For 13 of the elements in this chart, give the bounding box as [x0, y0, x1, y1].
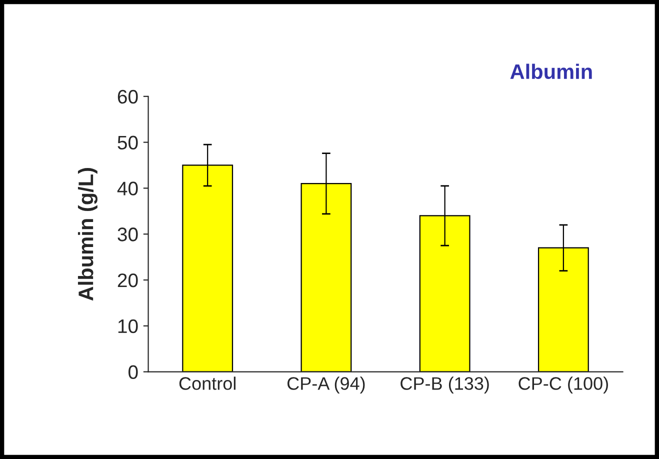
y-tick-label: 50 — [118, 136, 138, 150]
y-tick-label: 60 — [118, 90, 138, 104]
y-tick-label: 20 — [118, 273, 138, 288]
chart-title: Albumin — [510, 64, 592, 80]
y-tick-label: 40 — [117, 182, 138, 196]
y-tick-label: 30 — [118, 228, 138, 242]
y-tick-label: 0 — [128, 365, 138, 380]
x-tick-label: CP-B (133) — [400, 376, 489, 394]
y-axis-title: Albumin (g/L) — [78, 168, 98, 301]
x-tick-label: CP-A (94) — [287, 376, 365, 394]
x-tick-label: Control — [179, 376, 236, 390]
y-tick-label: 10 — [118, 319, 138, 334]
x-tick-label: CP-C (100) — [518, 376, 608, 394]
